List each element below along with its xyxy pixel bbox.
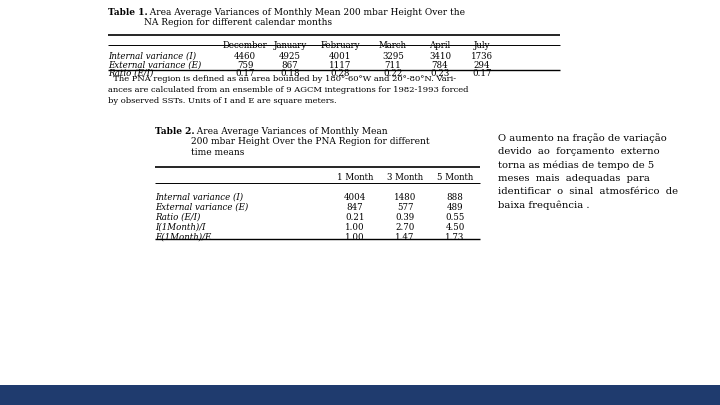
Text: Ratio (E/I): Ratio (E/I): [108, 69, 153, 78]
Text: 711: 711: [384, 61, 401, 70]
Text: Area Average Variances of Monthly Mean
200 mbar Height Over the PNA Region for d: Area Average Variances of Monthly Mean 2…: [191, 127, 430, 157]
Text: 1117: 1117: [329, 61, 351, 70]
Text: December: December: [222, 41, 267, 50]
Text: Internal variance (I): Internal variance (I): [155, 193, 243, 202]
Text: 489: 489: [446, 203, 463, 212]
Text: 4004: 4004: [344, 193, 366, 202]
Text: 888: 888: [446, 193, 464, 202]
Text: 0.23: 0.23: [431, 69, 449, 78]
Text: 294: 294: [474, 61, 490, 70]
Text: I(1Month)/I: I(1Month)/I: [155, 223, 205, 232]
Text: External variance (E): External variance (E): [108, 61, 202, 70]
Text: 1.47: 1.47: [395, 233, 415, 242]
Text: 3 Month: 3 Month: [387, 173, 423, 182]
Text: 0.21: 0.21: [346, 213, 365, 222]
Text: Table 1.: Table 1.: [108, 8, 148, 17]
Text: 847: 847: [347, 203, 364, 212]
Text: 0.18: 0.18: [280, 69, 300, 78]
Text: 0.55: 0.55: [445, 213, 464, 222]
Text: 1.00: 1.00: [345, 233, 365, 242]
Text: July: July: [474, 41, 490, 50]
Text: February: February: [320, 41, 360, 50]
Text: O aumento na fração de variação
devido  ao  forçamento  externo
torna as médias : O aumento na fração de variação devido a…: [498, 133, 678, 210]
Text: 0.17: 0.17: [235, 69, 255, 78]
Text: 784: 784: [432, 61, 449, 70]
Text: 577: 577: [397, 203, 413, 212]
Text: Internal variance (I): Internal variance (I): [108, 52, 196, 61]
Text: April: April: [429, 41, 451, 50]
Text: 4925: 4925: [279, 52, 301, 61]
Text: 2.70: 2.70: [395, 223, 415, 232]
Text: Area Average Variances of Monthly Mean 200 mbar Height Over the
NA Region for di: Area Average Variances of Monthly Mean 2…: [144, 8, 465, 28]
Text: External variance (E): External variance (E): [155, 203, 248, 212]
Text: 0.17: 0.17: [472, 69, 492, 78]
Text: 3410: 3410: [429, 52, 451, 61]
Text: Table 2.: Table 2.: [155, 127, 194, 136]
Text: 4.50: 4.50: [445, 223, 464, 232]
Text: 0.28: 0.28: [330, 69, 350, 78]
Text: 1736: 1736: [471, 52, 493, 61]
Text: March: March: [379, 41, 407, 50]
Text: 0.39: 0.39: [395, 213, 415, 222]
Text: 1 Month: 1 Month: [337, 173, 373, 182]
Text: 1480: 1480: [394, 193, 416, 202]
Text: 1.73: 1.73: [446, 233, 464, 242]
Text: 867: 867: [282, 61, 298, 70]
Bar: [0, 385, 720, 405]
Text: 759: 759: [237, 61, 253, 70]
Text: Ratio (E/I): Ratio (E/I): [155, 213, 200, 222]
Text: 3295: 3295: [382, 52, 404, 61]
Text: 5 Month: 5 Month: [437, 173, 473, 182]
Text: January: January: [274, 41, 307, 50]
Text: The PNA region is defined as an area bounded by 180°-60°W and 20°-80°N. Vari-
an: The PNA region is defined as an area bou…: [108, 75, 469, 105]
Text: 1.00: 1.00: [345, 223, 365, 232]
Text: 0.22: 0.22: [383, 69, 402, 78]
Text: 4460: 4460: [234, 52, 256, 61]
Text: 4001: 4001: [329, 52, 351, 61]
Text: E(1Month)/E: E(1Month)/E: [155, 233, 211, 242]
